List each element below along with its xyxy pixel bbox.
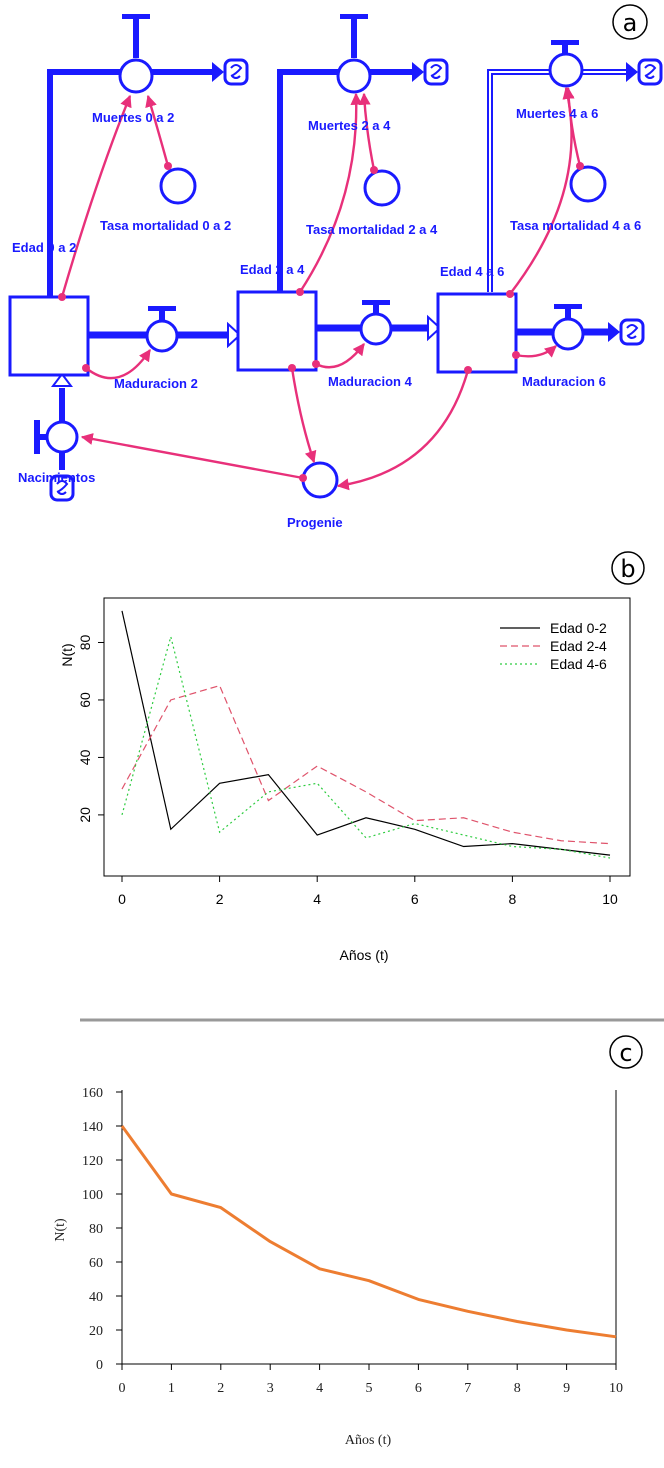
label-rate-4-6: Tasa mortalidad 4 a 6: [510, 218, 641, 233]
cloud-icon: [49, 474, 75, 502]
chart-b-xtick-label: 10: [602, 891, 618, 907]
chart-c-xtick-label: 3: [267, 1381, 274, 1396]
panel-a-circle: [612, 4, 648, 40]
stock-edad-4-6: [436, 292, 518, 374]
chart-b-series-line: [121, 634, 611, 859]
label-maturation-4: Maduracion 4: [328, 374, 413, 389]
stock-flow-diagram: a: [8, 4, 663, 530]
aux-progenie: [301, 461, 339, 499]
chart-b-xtick-label: 8: [509, 891, 517, 907]
chart-c-xlabel: Años (t): [345, 1433, 392, 1448]
chart-b-series: [121, 610, 611, 859]
chart-b-series-line: [121, 684, 611, 845]
valve-death-0-2: [118, 14, 154, 94]
label-births: Nacimientos: [18, 470, 95, 485]
chart-c-xtick-label: 5: [366, 1381, 373, 1396]
chart-c-xtick-label: 6: [415, 1381, 422, 1396]
chart-c-xtick-label: 9: [563, 1381, 570, 1396]
chart-b-xlabel: Años (t): [339, 947, 388, 963]
aux-tasa-0-2: [159, 167, 197, 205]
aux-tasa-2-4: [363, 169, 401, 207]
chart-b-series-line: [121, 610, 611, 856]
cloud-icon: [637, 58, 663, 86]
chart-b-ytick-label: 60: [77, 692, 93, 708]
chart-c-ytick-label: 80: [89, 1222, 103, 1237]
label-death-2-4: Muertes 2 a 4: [308, 118, 391, 133]
chart-c-ytick-label: 40: [89, 1290, 103, 1305]
chart-b-ytick-label: 20: [77, 807, 93, 823]
chart-c-y-axis: 0 20 40 60 80 100 120 140 160: [82, 1086, 122, 1373]
chart-c-xtick-label: 7: [464, 1381, 471, 1396]
chart-c: c 0 20 40 60 80 100 120 140 160 0 1 2 3 4 5 6 7 8 9 10 Año…: [53, 1035, 643, 1448]
chart-c-ytick-label: 20: [89, 1324, 103, 1339]
cloud-icon: [423, 58, 449, 86]
chart-c-xtick-label: 8: [514, 1381, 521, 1396]
cloud-icon: [619, 318, 645, 346]
label-stock-0-2: Edad 0 a 2: [12, 240, 76, 255]
causal-links: [60, 86, 582, 491]
chart-b-x-axis: 0 2 4 6 8 10: [118, 876, 618, 907]
chart-c-ylabel: N(t): [53, 1218, 68, 1242]
chart-b-xtick-label: 2: [216, 891, 224, 907]
valve-maturation-6: [551, 304, 585, 351]
panel-b-circle: [611, 551, 645, 585]
chart-c-xtick-label: 10: [609, 1381, 623, 1396]
panel-c-label: c: [619, 1039, 632, 1067]
chart-b-legend-label: Edad 2-4: [550, 638, 607, 654]
chart-c-ytick-label: 100: [82, 1188, 103, 1203]
label-offspring: Progenie: [287, 515, 343, 530]
chart-b-xtick-label: 0: [118, 891, 126, 907]
chart-c-ytick-label: 140: [82, 1120, 103, 1135]
chart-c-series-line: [120, 1125, 617, 1339]
chart-c-ytick-label: 160: [82, 1086, 103, 1101]
valve-maturation-4: [359, 300, 393, 346]
label-maturation-6: Maduracion 6: [522, 374, 606, 389]
chart-b-legend-label: Edad 4-6: [550, 656, 607, 672]
chart-b-ytick-label: 40: [77, 749, 93, 765]
chart-c-xtick-label: 1: [168, 1381, 175, 1396]
chart-c-xtick-label: 2: [217, 1381, 224, 1396]
aux-tasa-4-6: [569, 165, 607, 203]
chart-b-ylabel: N(t): [59, 643, 75, 666]
label-stock-4-6: Edad 4 a 6: [440, 264, 504, 279]
label-death-0-2: Muertes 0 a 2: [92, 110, 174, 125]
chart-b-ytick-label: 80: [77, 634, 93, 650]
label-rate-0-2: Tasa mortalidad 0 a 2: [100, 218, 231, 233]
stock-edad-2-4: [236, 290, 318, 372]
chart-b-frame: [103, 597, 631, 877]
label-stock-2-4: Edad 2 a 4: [240, 262, 305, 277]
panel-b-label: b: [620, 555, 635, 583]
chart-b-legend: Edad 0-2 Edad 2-4 Edad 4-6: [500, 620, 607, 672]
death-pipe-0-2: [47, 69, 212, 297]
valve-death-4-6: [548, 40, 584, 88]
chart-b-xtick-label: 6: [411, 891, 419, 907]
panel-c-circle: [609, 1035, 643, 1069]
cloud-icon: [223, 58, 249, 86]
chart-c-ytick-label: 0: [96, 1358, 103, 1373]
chart-c-xtick-label: 0: [119, 1381, 126, 1396]
label-maturation-2: Maduracion 2: [114, 376, 198, 391]
label-death-4-6: Muertes 4 a 6: [516, 106, 598, 121]
chart-b-y-axis: 20 40 60 80: [77, 634, 104, 823]
chart-c-ytick-label: 60: [89, 1256, 103, 1271]
valve-births: [34, 420, 79, 454]
valve-death-2-4: [336, 14, 372, 94]
chart-c-x-axis: 0 1 2 3 4 5 6 7 8 9 10: [119, 1364, 623, 1396]
chart-b-xtick-label: 4: [313, 891, 321, 907]
panel-a-label: a: [623, 9, 638, 37]
chart-b-legend-label: Edad 0-2: [550, 620, 607, 636]
chart-c-xtick-label: 4: [316, 1381, 323, 1396]
chart-c-ytick-label: 120: [82, 1154, 103, 1169]
stock-edad-0-2: [8, 295, 90, 377]
chart-c-series: [120, 1125, 617, 1339]
valve-maturation-2: [145, 306, 179, 353]
label-rate-2-4: Tasa mortalidad 2 a 4: [306, 222, 438, 237]
